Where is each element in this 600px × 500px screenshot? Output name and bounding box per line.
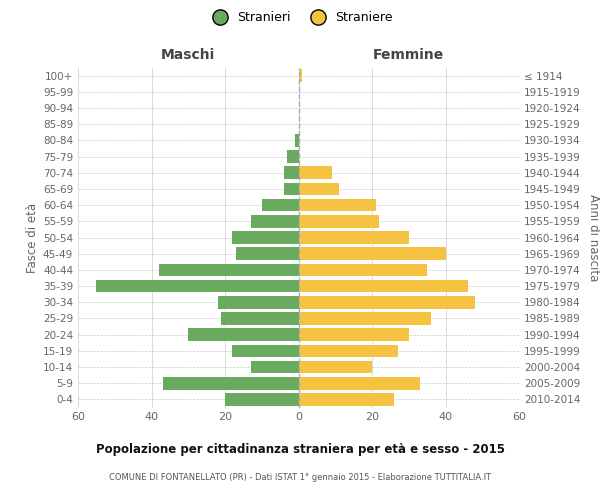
- Text: Femmine: Femmine: [373, 48, 445, 62]
- Bar: [299, 70, 302, 82]
- Bar: [299, 360, 372, 374]
- Bar: [97, 280, 299, 292]
- Bar: [232, 231, 299, 244]
- Bar: [299, 248, 446, 260]
- Bar: [225, 393, 299, 406]
- Bar: [251, 360, 299, 374]
- Bar: [299, 296, 475, 308]
- Y-axis label: Fasce di età: Fasce di età: [26, 202, 39, 272]
- Bar: [287, 150, 299, 163]
- Bar: [218, 296, 299, 308]
- Bar: [299, 199, 376, 211]
- Bar: [299, 264, 427, 276]
- Bar: [299, 312, 431, 325]
- Bar: [232, 344, 299, 357]
- Bar: [299, 328, 409, 341]
- Bar: [299, 166, 332, 179]
- Legend: Stranieri, Straniere: Stranieri, Straniere: [202, 6, 398, 29]
- Bar: [295, 134, 299, 146]
- Bar: [299, 393, 394, 406]
- Text: COMUNE DI FONTANELLATO (PR) - Dati ISTAT 1° gennaio 2015 - Elaborazione TUTTITAL: COMUNE DI FONTANELLATO (PR) - Dati ISTAT…: [109, 472, 491, 482]
- Bar: [299, 344, 398, 357]
- Bar: [299, 215, 379, 228]
- Bar: [163, 377, 299, 390]
- Bar: [262, 199, 299, 211]
- Bar: [221, 312, 299, 325]
- Bar: [299, 182, 339, 195]
- Bar: [284, 182, 299, 195]
- Bar: [159, 264, 299, 276]
- Y-axis label: Anni di nascita: Anni di nascita: [587, 194, 600, 281]
- Text: Maschi: Maschi: [161, 48, 215, 62]
- Bar: [188, 328, 299, 341]
- Bar: [299, 377, 420, 390]
- Bar: [236, 248, 299, 260]
- Bar: [299, 280, 467, 292]
- Bar: [284, 166, 299, 179]
- Bar: [299, 231, 409, 244]
- Bar: [251, 215, 299, 228]
- Text: Popolazione per cittadinanza straniera per età e sesso - 2015: Popolazione per cittadinanza straniera p…: [95, 442, 505, 456]
